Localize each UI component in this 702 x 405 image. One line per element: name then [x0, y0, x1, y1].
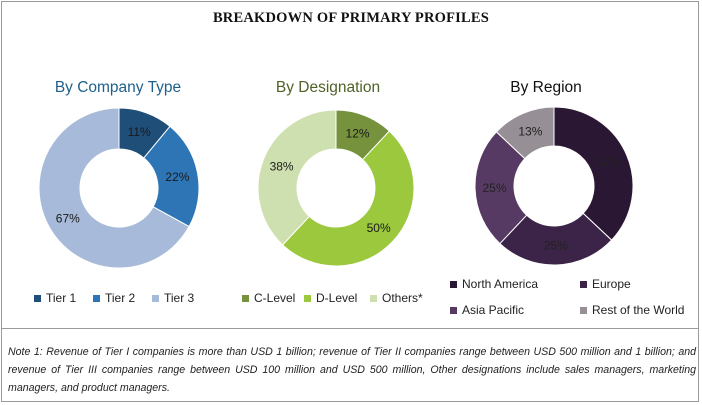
data-label-tier-1: 11%: [128, 125, 151, 139]
slice-rest-of-the-world: [495, 106, 555, 160]
legend-item-rest-of-world: Rest of the World: [580, 303, 684, 317]
slice-tier-3: [38, 107, 190, 269]
data-label-rest-of-the-world: 13%: [518, 124, 542, 138]
divider: [2, 328, 698, 329]
legend-swatch: [242, 294, 249, 302]
legend-label: C-Level: [254, 291, 296, 305]
legend-swatch: [93, 294, 100, 302]
legend-item-asia-pacific: Asia Pacific: [450, 303, 524, 317]
legend-label: Tier 1: [46, 291, 77, 305]
legend-item-europe: Europe: [580, 277, 631, 291]
data-label-europe: 25%: [544, 238, 568, 252]
legend-label: Rest of the World: [592, 303, 685, 317]
data-label-d-level: 50%: [367, 221, 391, 235]
legend-label: Tier 2: [105, 291, 136, 305]
donut-charts: 11% 22% 67% 12% 50% 38% 37% 25% 25% 13%: [38, 106, 634, 269]
slice-north-america: [553, 106, 634, 241]
legend-item-c-level: C-Level: [242, 291, 295, 305]
legend-swatch: [580, 306, 587, 314]
slice-europe: [499, 212, 613, 266]
slice-asia-pacific: [474, 131, 528, 245]
data-label-others: 38%: [270, 159, 294, 173]
legend-swatch: [304, 294, 311, 302]
chart-title-company-type: By Company Type: [54, 79, 182, 96]
slice-others: [257, 109, 337, 246]
footnote: Note 1: Revenue of Tier I companies is m…: [8, 346, 696, 394]
legend-label: Asia Pacific: [462, 303, 525, 317]
legend-item-others: Others*: [370, 291, 423, 305]
legend-item-tier-1: Tier 1: [34, 291, 76, 305]
legend-swatch: [34, 294, 41, 302]
chart-title-region: By Region: [510, 79, 582, 96]
legend-item-d-level: D-Level: [304, 291, 357, 305]
legend-swatch: [580, 280, 587, 288]
legend-swatch: [450, 280, 457, 288]
chart-title-designation: By Designation: [275, 79, 381, 96]
legend-item-north-america: North America: [450, 277, 538, 291]
slice-d-level: [281, 130, 415, 267]
legend-swatch: [152, 294, 159, 302]
data-label-tier-3: 67%: [56, 211, 80, 225]
data-label-asia-pacific: 25%: [483, 181, 507, 195]
legend-swatch: [450, 306, 457, 314]
figure-title: BREAKDOWN OF PRIMARY PROFILES: [212, 10, 490, 26]
legend-item-tier-2: Tier 2: [93, 291, 135, 305]
legend-label: Europe: [592, 277, 631, 291]
data-label-tier-2: 22%: [165, 170, 189, 184]
legend-label: Others*: [382, 291, 423, 305]
legend-label: D-Level: [316, 291, 358, 305]
legend-label: North America: [462, 277, 539, 291]
data-label-c-level: 12%: [346, 127, 370, 141]
legend-label: Tier 3: [164, 291, 195, 305]
legend-swatch: [370, 294, 377, 302]
legend-item-tier-3: Tier 3: [152, 291, 194, 305]
data-label-north-america: 37%: [597, 155, 621, 169]
